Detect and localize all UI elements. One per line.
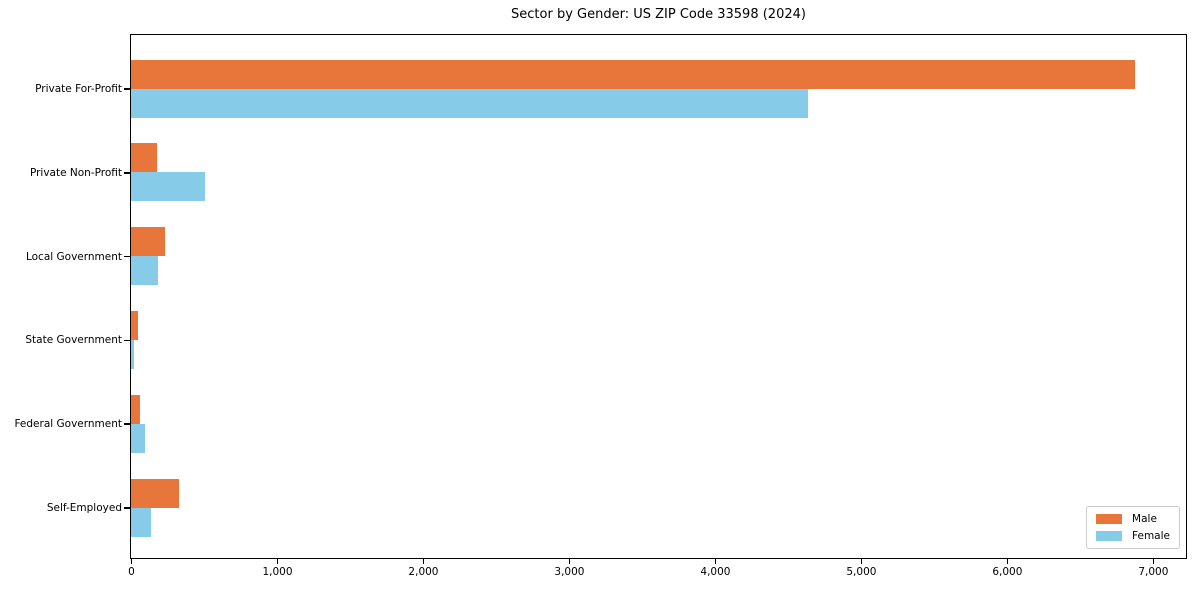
x-tick-5 xyxy=(860,559,863,564)
bar-male-1 xyxy=(131,143,157,173)
x-axis-label-7: 7,000 xyxy=(1138,566,1169,578)
x-tick-4 xyxy=(714,559,717,564)
x-tick-2 xyxy=(422,559,425,564)
bar-female-0 xyxy=(131,88,808,118)
chart-title: Sector by Gender: US ZIP Code 33598 (202… xyxy=(511,7,806,22)
bar-female-1 xyxy=(131,172,205,202)
bar-female-4 xyxy=(131,423,145,453)
x-axis-label-2: 2,000 xyxy=(408,566,439,578)
legend-label-female: Female xyxy=(1132,530,1170,542)
bar-female-5 xyxy=(131,507,151,537)
bar-male-0 xyxy=(131,59,1135,89)
legend: Male Female xyxy=(1086,506,1180,549)
legend-swatch-male xyxy=(1096,514,1123,524)
y-axis-label-1: Private Non-Profit xyxy=(29,166,122,179)
bar-male-5 xyxy=(131,478,180,508)
x-tick-6 xyxy=(1006,559,1009,564)
x-axis-label-4: 4,000 xyxy=(700,566,731,578)
bar-female-3 xyxy=(131,339,135,369)
legend-entry-female: Female xyxy=(1096,530,1170,542)
y-axis-label-5: Self-Employed xyxy=(46,502,122,514)
x-axis-label-1: 1,000 xyxy=(262,566,293,578)
plot-area: Male Female xyxy=(130,34,1187,559)
y-axis-label-3: State Government xyxy=(25,334,122,347)
legend-swatch-female xyxy=(1096,531,1123,541)
x-tick-0 xyxy=(130,559,133,564)
y-axis-label-4: Federal Government xyxy=(14,418,122,431)
legend-label-male: Male xyxy=(1132,513,1157,525)
bar-female-2 xyxy=(131,256,159,286)
y-axis-label-2: Local Government xyxy=(25,250,122,263)
x-axis-label-6: 6,000 xyxy=(992,566,1023,578)
x-tick-3 xyxy=(568,559,571,564)
bar-male-4 xyxy=(131,394,141,424)
x-axis-label-3: 3,000 xyxy=(554,566,585,578)
x-axis-label-5: 5,000 xyxy=(846,566,877,578)
legend-entry-male: Male xyxy=(1096,513,1170,525)
bar-male-2 xyxy=(131,227,165,257)
x-tick-7 xyxy=(1152,559,1155,564)
bar-male-3 xyxy=(131,310,139,340)
x-axis-label-0: 0 xyxy=(128,566,135,578)
y-axis-label-0: Private For-Profit xyxy=(35,83,122,95)
x-tick-1 xyxy=(276,559,279,564)
